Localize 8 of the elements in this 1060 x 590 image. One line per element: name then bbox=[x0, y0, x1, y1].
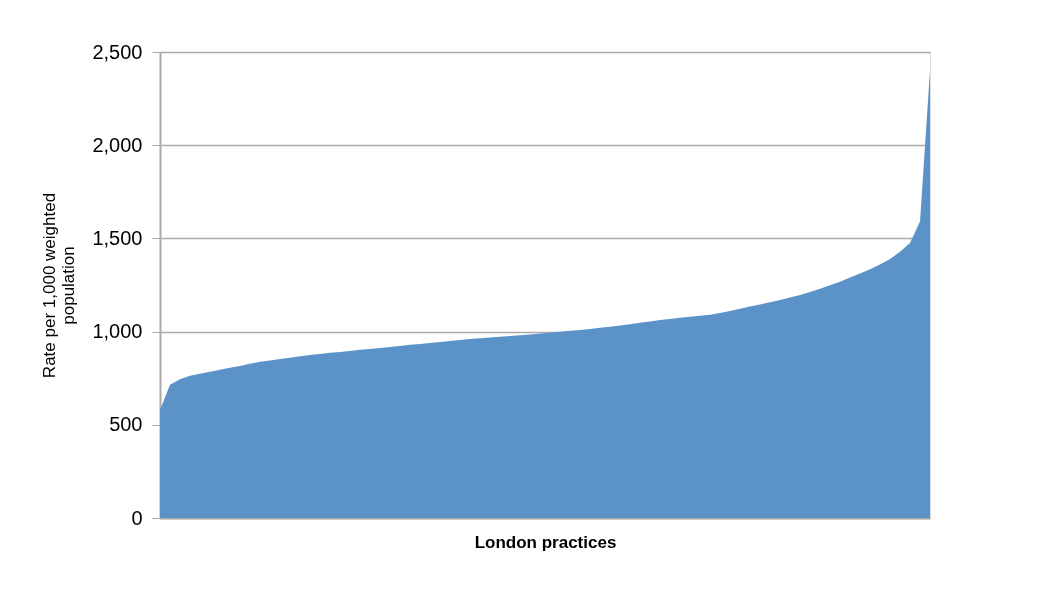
y-tick-label: 0 bbox=[131, 506, 143, 529]
y-axis-title: Rate per 1,000 weighted population bbox=[40, 192, 79, 379]
y-tick-label: 2,500 bbox=[92, 40, 143, 63]
y-tick-label: 2,000 bbox=[92, 133, 143, 156]
y-tick-label: 1,000 bbox=[92, 320, 143, 343]
y-tick-label: 500 bbox=[109, 413, 143, 436]
x-axis-title: London practices bbox=[474, 532, 617, 552]
y-tick-label: 1,500 bbox=[92, 226, 143, 249]
